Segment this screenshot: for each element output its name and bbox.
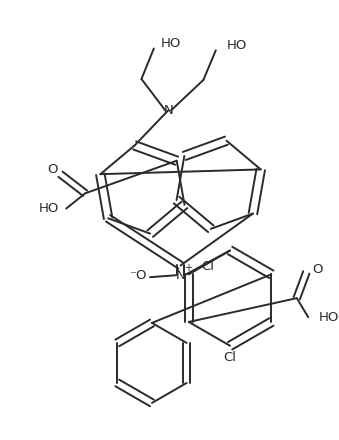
Text: HO: HO bbox=[319, 311, 339, 324]
Text: O: O bbox=[47, 163, 58, 176]
Text: HO: HO bbox=[39, 202, 59, 215]
Text: Cl: Cl bbox=[224, 351, 237, 364]
Text: N: N bbox=[163, 104, 173, 117]
Text: N: N bbox=[176, 269, 185, 282]
Text: ⁻O: ⁻O bbox=[129, 269, 146, 282]
Text: HO: HO bbox=[226, 39, 247, 52]
Text: HO: HO bbox=[161, 37, 181, 50]
Text: O: O bbox=[313, 263, 323, 276]
Text: Cl: Cl bbox=[201, 260, 214, 273]
Text: +: + bbox=[184, 263, 192, 273]
